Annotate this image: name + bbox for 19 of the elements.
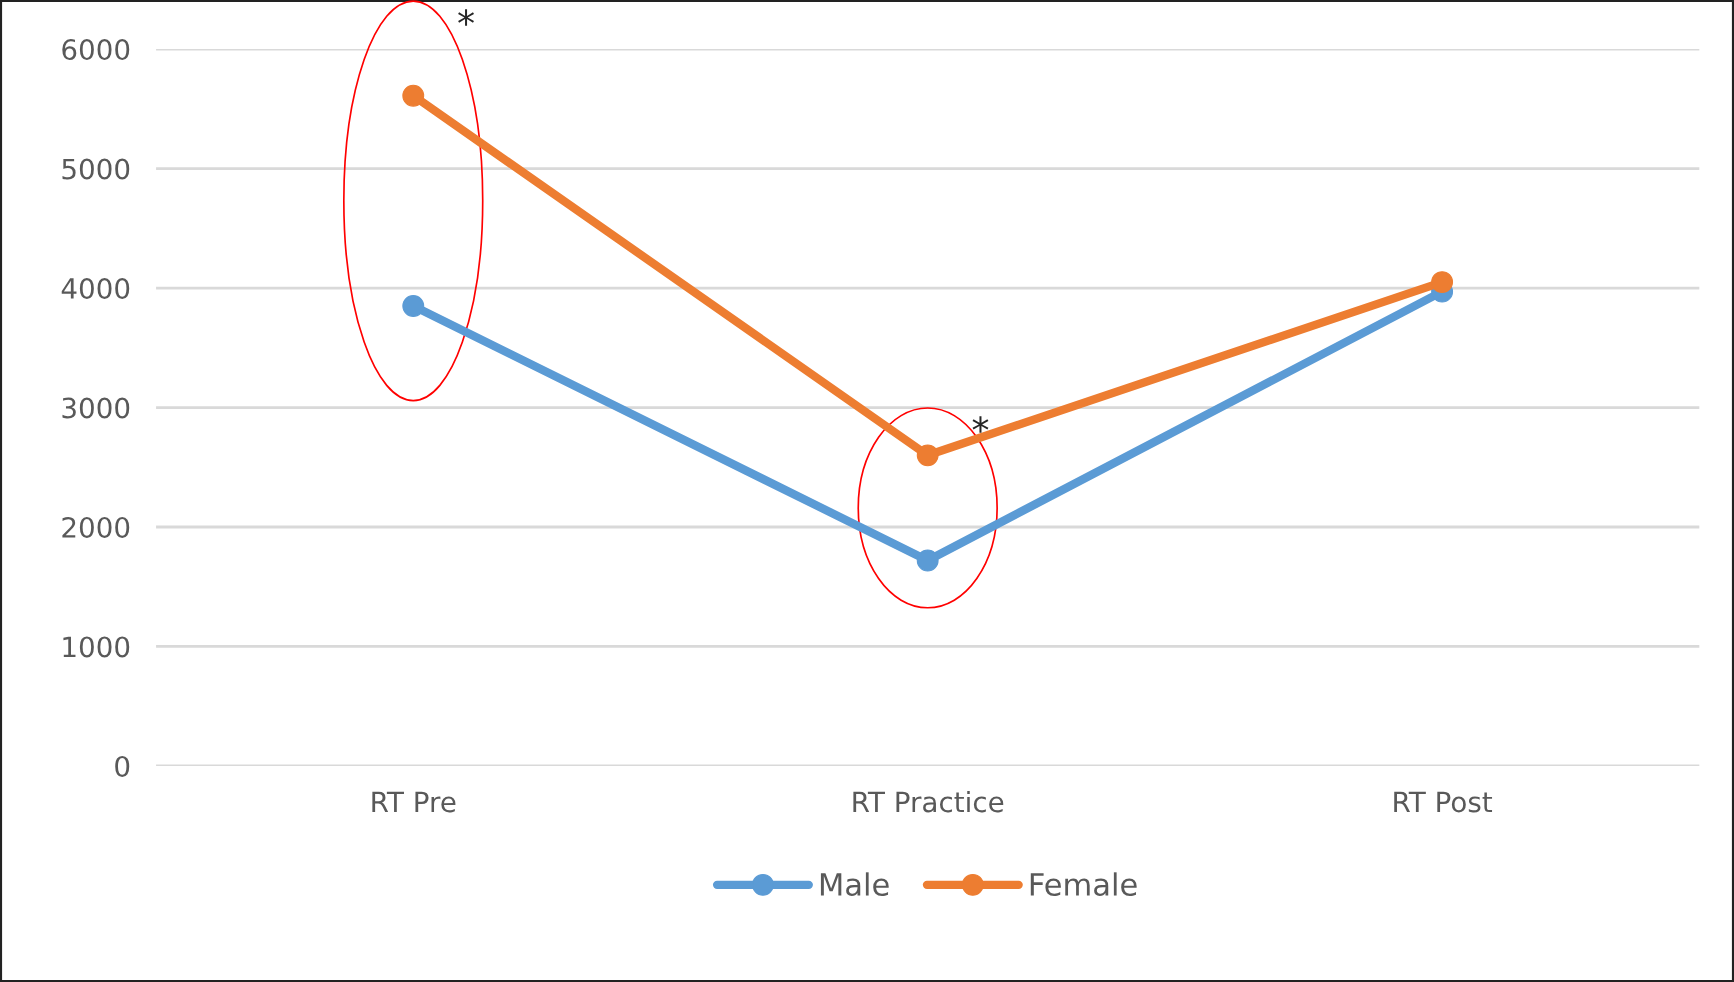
y-tick-label: 6000 [62, 39, 130, 61]
point [402, 84, 425, 107]
y-tick-label: 2000 [62, 516, 130, 538]
point [916, 444, 939, 467]
annotation: * [972, 416, 989, 433]
legend-label: Male [820, 872, 889, 896]
y-tick-label: 5000 [62, 158, 130, 180]
y-tick-label: 0 [115, 755, 130, 777]
text: * [458, 9, 474, 26]
point [916, 549, 939, 572]
point [1431, 271, 1454, 294]
legend-label: Female [1030, 872, 1137, 896]
y-tick-label: 1000 [63, 636, 130, 658]
point [402, 295, 425, 317]
y-tick-label: 3000 [62, 397, 130, 419]
x-tick-label: RT Pre [372, 791, 456, 813]
x-tick-label: RT Post [1394, 791, 1493, 813]
x-tick-label: RT Practice [853, 790, 1004, 813]
y-tick-label: 4000 [61, 277, 130, 299]
